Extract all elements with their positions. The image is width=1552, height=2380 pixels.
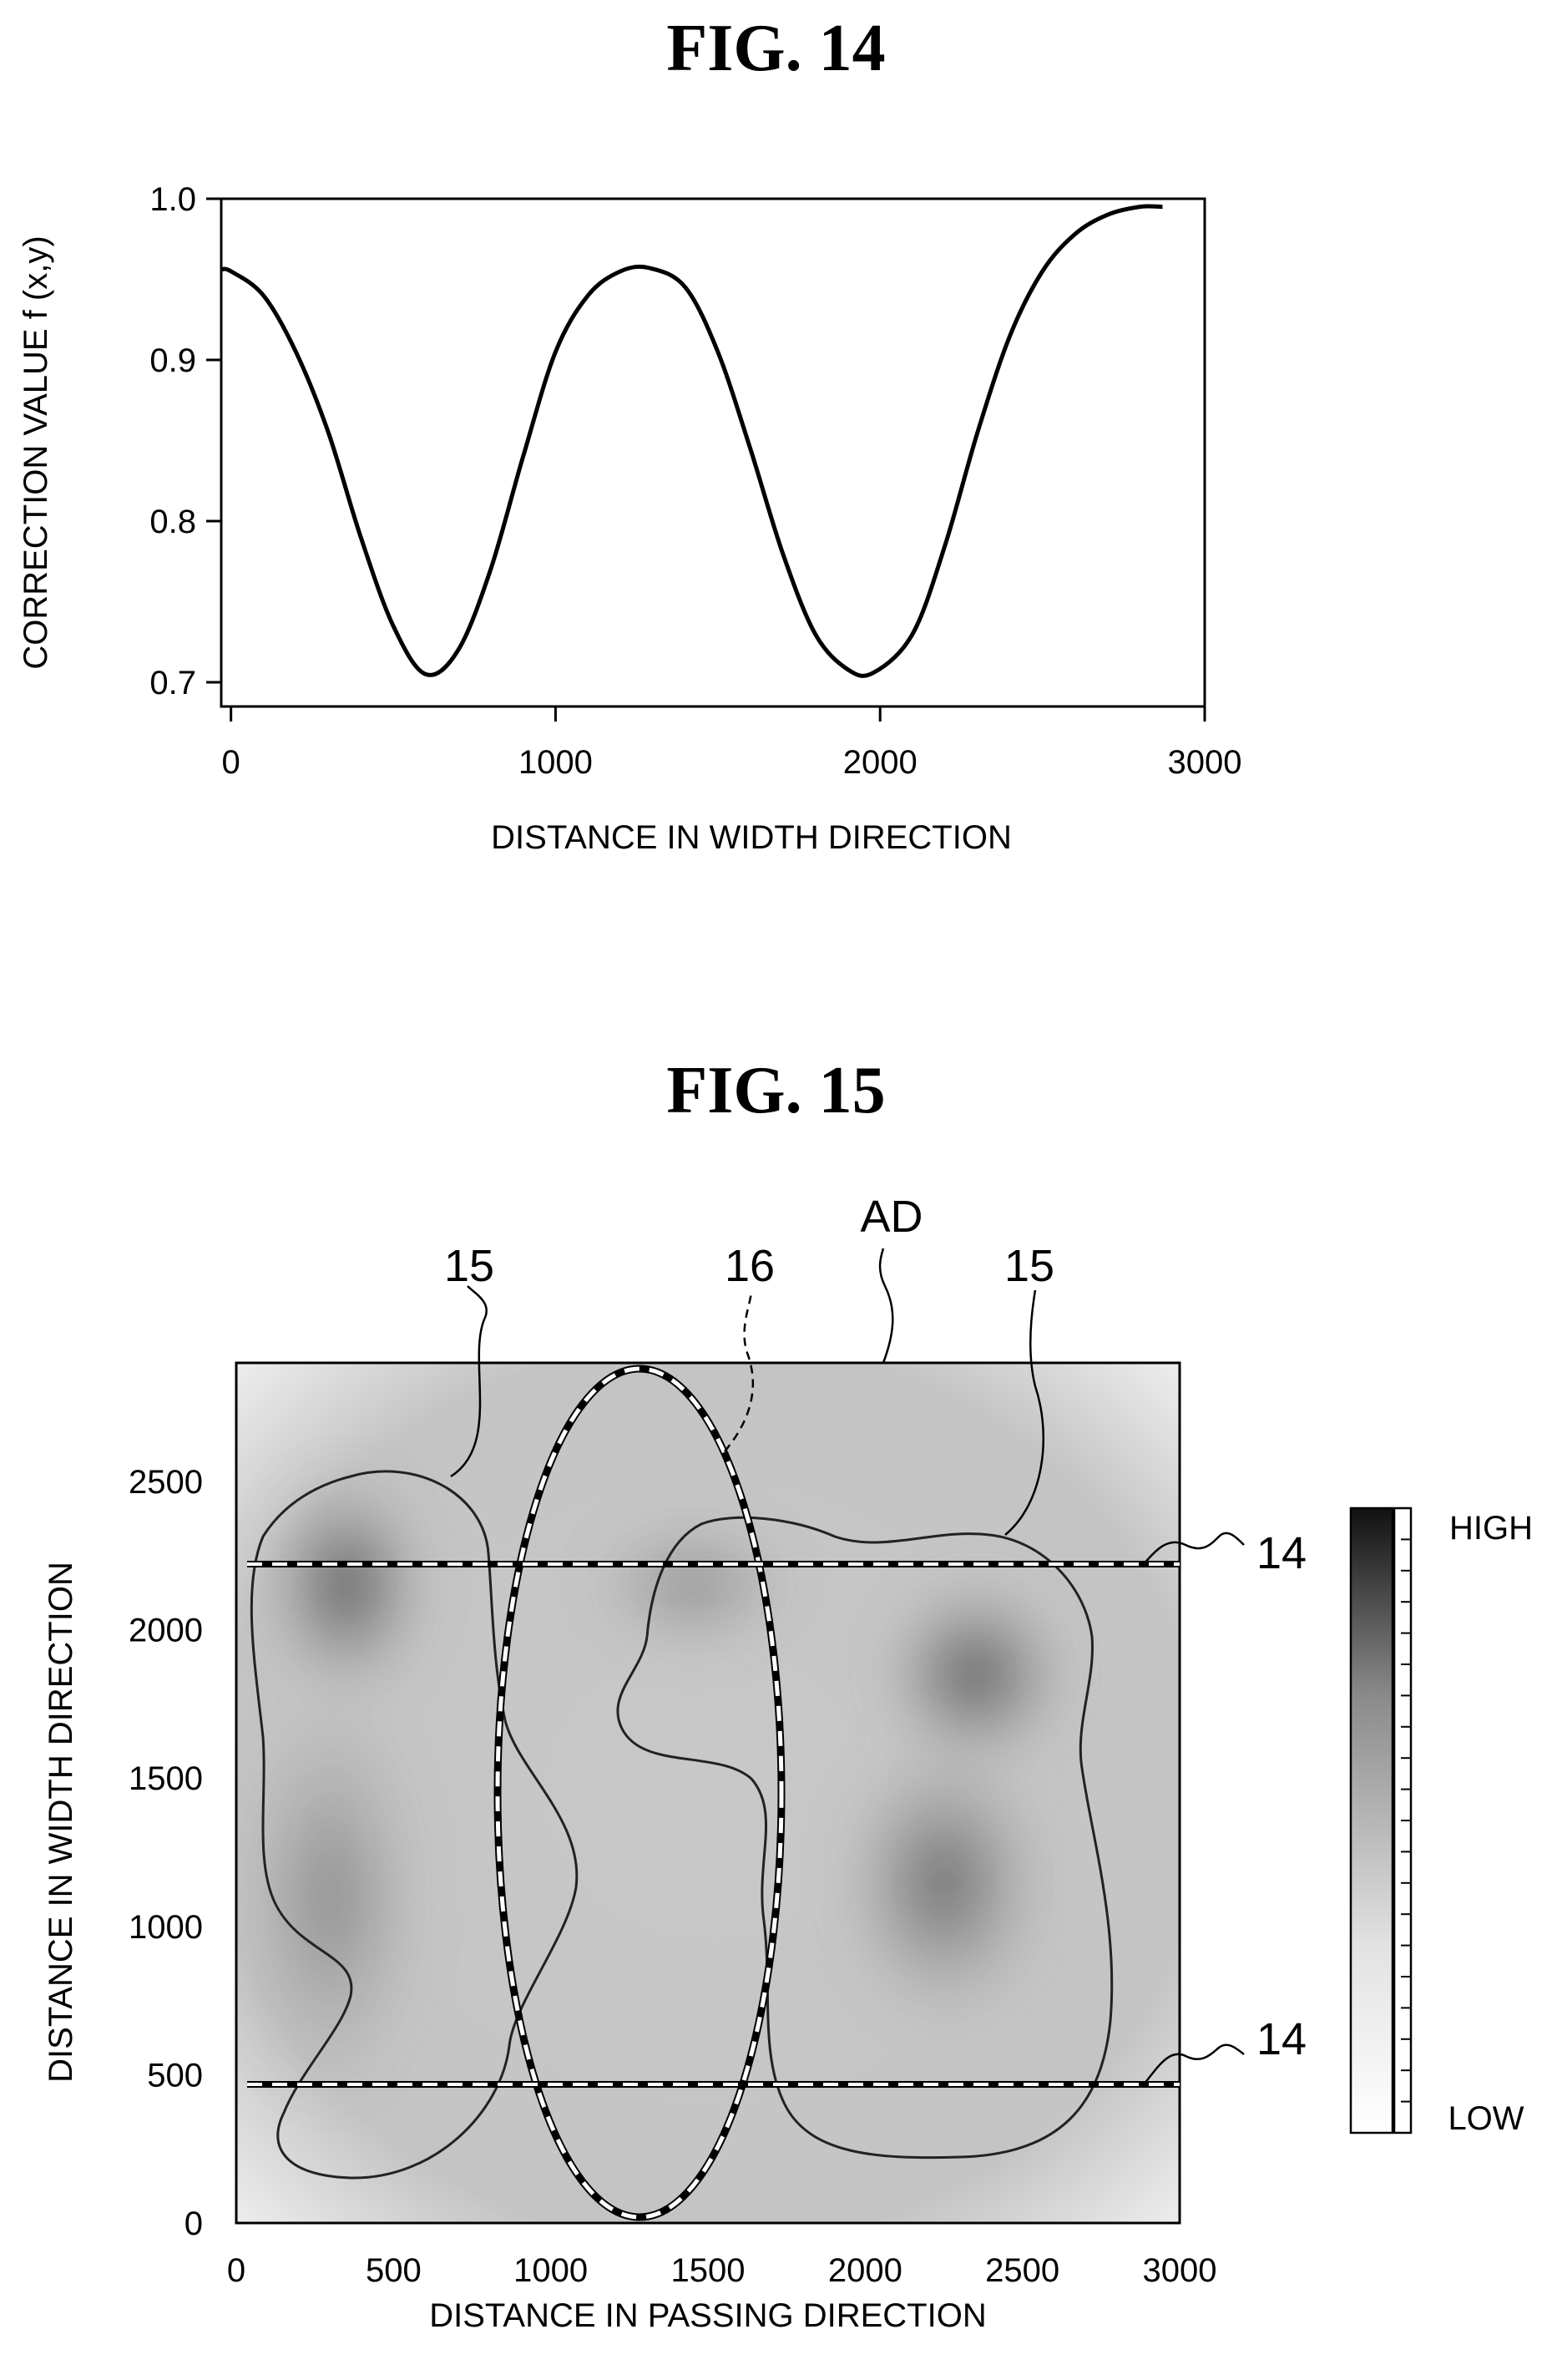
fig14-ylabel: CORRECTION VALUE f (x,y) — [18, 235, 54, 669]
chart-frame — [220, 197, 1206, 708]
leader-15-right — [1004, 1289, 1045, 1536]
series-line — [220, 204, 1163, 678]
hotspot — [264, 1472, 428, 1699]
y-tick-label: 1.0 — [149, 181, 196, 218]
correction-value-chart: 0 1000 2000 3000 0.7 0.8 0.9 1.0 DISTANCE IN WI… — [18, 181, 1241, 856]
x-tick-label: 2000 — [843, 744, 918, 781]
x-tick-label: 0 — [227, 2252, 245, 2289]
x-tick-label: 500 — [366, 2252, 422, 2289]
y-tick-label: 0 — [185, 2205, 203, 2242]
y-tick-label: 0.7 — [149, 665, 196, 701]
x-tick-label: 2000 — [828, 2252, 902, 2289]
colorbar-ticks — [1401, 1507, 1411, 2134]
fig14-ticks: 0 1000 2000 3000 0.7 0.8 0.9 1.0 — [149, 181, 1241, 781]
leader-16 — [724, 1289, 755, 1452]
ref-label-15-right: 15 — [1004, 1241, 1054, 1291]
fig14-xlabel: DISTANCE IN WIDTH DIRECTION — [491, 819, 1012, 856]
leader-15-left — [450, 1285, 488, 1478]
fig15-title: FIG. 15 — [666, 1054, 886, 1127]
ref-label-15-left: 15 — [444, 1241, 494, 1291]
x-tick-label: 0 — [222, 744, 240, 781]
x-tick-label: 1000 — [518, 744, 593, 781]
hotspots — [236, 1472, 1070, 2104]
hotspot — [588, 1520, 796, 1651]
colorbar-gradient — [1349, 1506, 1394, 2134]
y-tick-label: 2500 — [129, 1464, 203, 1501]
hotspot — [840, 1739, 1048, 2025]
hotspot — [881, 1579, 1070, 1770]
ref-label-ad: AD — [860, 1192, 923, 1242]
leader-14-bottom — [1143, 2043, 1245, 2085]
y-tick-label: 0.9 — [149, 342, 196, 379]
x-tick-label: 3000 — [1143, 2252, 1217, 2289]
hotspot — [236, 1689, 425, 2104]
y-tick-label: 2000 — [129, 1613, 203, 1649]
fig14-title: FIG. 14 — [666, 12, 886, 85]
colorbar: HIGH LOW — [1349, 1506, 1533, 2137]
leader-ad — [878, 1248, 894, 1364]
y-tick-label: 1500 — [129, 1760, 203, 1797]
ref-label-14-bottom: 14 — [1256, 2014, 1307, 2064]
fig15-ticks: 0 500 1000 1500 2000 2500 3000 0 500 1000 1500 2000… — [129, 1464, 1216, 2289]
x-tick-label: 1000 — [513, 2252, 588, 2289]
fig15-ylabel: DISTANCE IN WIDTH DIRECTION — [43, 1562, 79, 2083]
x-tick-label: 2500 — [985, 2252, 1059, 2289]
distribution-map: 15 16 AD 15 14 14 0 500 1000 1500 2000 2500 30… — [43, 1192, 1533, 2334]
map-frame — [235, 1361, 1181, 2225]
fig15-xlabel: DISTANCE IN PASSING DIRECTION — [429, 2297, 986, 2334]
colorbar-low-label: LOW — [1448, 2100, 1524, 2137]
colorbar-high-label: HIGH — [1449, 1510, 1533, 1547]
leader-14-top — [1143, 1532, 1245, 1565]
x-tick-label: 3000 — [1168, 744, 1242, 781]
region-outline-right — [616, 1516, 1114, 2160]
dashed-ellipse-white — [495, 1366, 784, 2220]
ref-label-14-top: 14 — [1256, 1528, 1307, 1578]
y-tick-label: 1000 — [129, 1909, 203, 1946]
y-tick-label: 500 — [147, 2057, 203, 2094]
y-tick-label: 0.8 — [149, 504, 196, 540]
ref-label-16: 16 — [725, 1241, 775, 1291]
heatmap-area — [236, 1363, 1180, 2223]
x-tick-label: 1500 — [671, 2252, 746, 2289]
